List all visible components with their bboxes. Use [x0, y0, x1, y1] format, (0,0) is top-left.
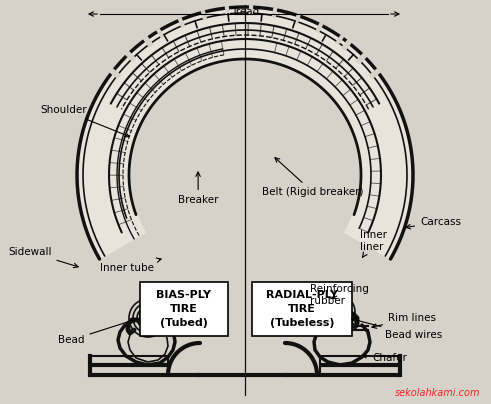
- Polygon shape: [77, 7, 413, 259]
- Text: Carcass: Carcass: [406, 217, 461, 229]
- Text: Shoulder: Shoulder: [40, 105, 129, 137]
- Text: Bead wires: Bead wires: [352, 318, 442, 340]
- Text: Bead: Bead: [58, 318, 136, 345]
- Text: Belt (Rigid breaker): Belt (Rigid breaker): [262, 158, 363, 197]
- Text: Chafer: Chafer: [362, 353, 407, 363]
- Text: sekolahkami.com: sekolahkami.com: [394, 388, 480, 398]
- Text: Rim lines: Rim lines: [372, 313, 436, 328]
- Text: Inner
liner: Inner liner: [360, 230, 387, 257]
- Text: BIAS-PLY
TIRE
(Tubed): BIAS-PLY TIRE (Tubed): [157, 290, 212, 328]
- Text: Tread: Tread: [231, 7, 259, 17]
- Text: RADIAL-PLY
TIRE
(Tubeless): RADIAL-PLY TIRE (Tubeless): [266, 290, 338, 328]
- Text: Reinforcing
rubber: Reinforcing rubber: [310, 284, 369, 306]
- FancyBboxPatch shape: [252, 282, 352, 336]
- Text: Breaker: Breaker: [178, 172, 218, 205]
- FancyBboxPatch shape: [140, 282, 228, 336]
- Text: Inner tube: Inner tube: [100, 258, 161, 273]
- Text: Sidewall: Sidewall: [8, 247, 78, 267]
